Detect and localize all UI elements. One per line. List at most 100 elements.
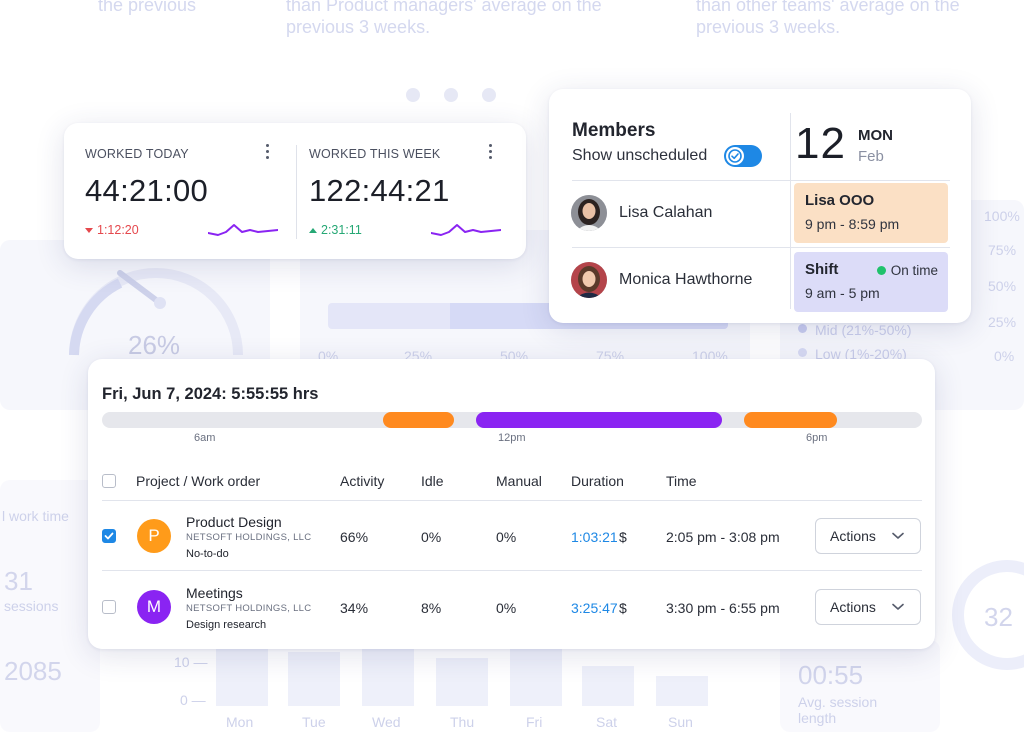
status-badge: On time — [876, 263, 938, 278]
duration-link[interactable]: 1:03:21 — [571, 529, 618, 545]
manual-cell: 0% — [496, 600, 517, 616]
worked-week-panel: WORKED THIS WEEK 122:44:21 2:31:11 — [297, 123, 526, 259]
show-unscheduled-toggle[interactable] — [724, 145, 762, 167]
bg-session-value: 00:55 — [798, 660, 864, 690]
select-all-checkbox[interactable] — [102, 474, 116, 488]
billable-icon: $ — [619, 600, 627, 616]
bg-panel — [0, 480, 100, 732]
bg-tick: 100% — [984, 208, 1020, 224]
bg-legend: Mid (21%-50%) — [815, 322, 912, 338]
column-header-idle[interactable]: Idle — [421, 473, 444, 489]
more-options-icon[interactable] — [262, 144, 272, 162]
chevron-down-icon — [892, 532, 904, 539]
members-title: Members — [572, 120, 656, 141]
worked-time-card: WORKED TODAY 44:21:00 1:12:20 WORKED THI… — [64, 123, 526, 259]
bg-panel — [780, 640, 940, 732]
timeline-segment[interactable] — [476, 412, 722, 428]
check-icon — [726, 147, 744, 165]
schedule-time: 9 am - 5 pm — [805, 285, 880, 301]
duration-link[interactable]: 3:25:47 — [571, 600, 618, 616]
bg-gauge — [69, 268, 243, 356]
column-header-duration[interactable]: Duration — [571, 473, 624, 489]
column-header-time[interactable]: Time — [666, 473, 697, 489]
column-header-manual[interactable]: Manual — [496, 473, 542, 489]
column-header-activity[interactable]: Activity — [340, 473, 385, 489]
bg-carousel-dots — [406, 88, 496, 102]
worked-week-delta-value: 2:31:11 — [321, 223, 362, 237]
idle-cell: 8% — [421, 600, 442, 616]
row-divider — [572, 180, 950, 181]
worked-week-sparkline — [431, 224, 501, 236]
schedule-title: Lisa OOO — [805, 192, 875, 209]
project-client: NETSOFT HOLDINGS, LLC — [186, 603, 312, 614]
member-row[interactable]: Monica Hawthorne — [571, 262, 752, 298]
timeline-segment[interactable] — [383, 412, 454, 428]
worked-today-sparkline — [208, 224, 278, 236]
timeline-tick: 6am — [194, 432, 216, 444]
schedule-time: 9 pm - 8:59 pm — [805, 216, 900, 232]
row-checkbox[interactable] — [102, 600, 116, 614]
timesheet-title: Fri, Jun 7, 2024: 5:55:55 hrs — [102, 385, 319, 403]
bg-legend-dot — [798, 348, 807, 357]
actions-dropdown[interactable]: Actions — [815, 589, 921, 625]
time-range-cell: 2:05 pm - 3:08 pm — [666, 529, 780, 545]
worked-week-label: WORKED THIS WEEK — [309, 147, 441, 161]
worked-today-delta-value: 1:12:20 — [97, 223, 139, 237]
manual-cell: 0% — [496, 529, 517, 545]
date-month: Feb — [858, 148, 884, 165]
members-schedule-card: Members Show unscheduled 12 MON Feb Lisa… — [549, 89, 971, 323]
timeline-segment[interactable] — [744, 412, 837, 428]
row-divider — [102, 570, 922, 571]
bg-tick: 50% — [988, 278, 1017, 294]
bg-ring-chart — [952, 560, 1024, 670]
schedule-block-shift[interactable]: Shift On time 9 am - 5 pm — [794, 252, 948, 312]
project-todo: No-to-do — [186, 548, 229, 560]
project-name: Meetings — [186, 585, 243, 601]
idle-cell: 0% — [421, 529, 442, 545]
card-divider — [296, 145, 297, 239]
bg-text: 2085 — [4, 656, 62, 686]
member-name: Lisa Calahan — [619, 204, 713, 221]
worked-today-panel: WORKED TODAY 44:21:00 1:12:20 — [64, 123, 296, 259]
checkmark-icon — [104, 532, 114, 540]
schedule-title: Shift — [805, 261, 839, 278]
bg-day: Thu — [450, 714, 475, 730]
bg-tick: 75% — [988, 242, 1017, 258]
activity-cell: 34% — [340, 600, 369, 616]
bg-day: Sat — [596, 714, 618, 730]
worked-today-delta: 1:12:20 — [85, 223, 139, 237]
timesheet-card: Fri, Jun 7, 2024: 5:55:55 hrs 6am 12pm 6… — [88, 359, 935, 649]
bg-tick: 25% — [988, 314, 1017, 330]
bg-day: Mon — [226, 714, 254, 730]
status-dot-icon — [876, 266, 886, 275]
project-name: Product Design — [186, 514, 282, 530]
more-options-icon[interactable] — [485, 144, 495, 162]
bg-text: 31 — [4, 566, 33, 596]
actions-dropdown[interactable]: Actions — [815, 518, 921, 554]
bg-text: than Product managers' average on the pr… — [286, 0, 602, 37]
trend-down-icon — [85, 227, 93, 233]
schedule-block-ooo[interactable]: Lisa OOO 9 pm - 8:59 pm — [794, 183, 948, 243]
bg-text: than other teams' average on the previou… — [696, 0, 960, 37]
status-text: On time — [890, 263, 938, 278]
project-avatar: P — [137, 519, 171, 553]
timeline-tick: 6pm — [806, 432, 828, 444]
row-divider — [572, 247, 950, 248]
project-client: NETSOFT HOLDINGS, LLC — [186, 532, 312, 543]
bg-gauge-value: 26% — [128, 330, 181, 360]
bg-text: sessions — [4, 598, 59, 614]
date-day-number: 12 — [795, 119, 846, 168]
date-weekday: MON — [858, 127, 893, 144]
project-avatar: M — [137, 590, 171, 624]
billable-icon: $ — [619, 529, 627, 545]
member-row[interactable]: Lisa Calahan — [571, 195, 712, 231]
timeline-tick: 12pm — [498, 432, 526, 444]
row-checkbox[interactable] — [102, 529, 116, 543]
activity-cell: 66% — [340, 529, 369, 545]
column-header-project[interactable]: Project / Work order — [136, 473, 261, 489]
actions-label: Actions — [830, 599, 876, 615]
chevron-down-icon — [892, 603, 904, 610]
bg-day: Sun — [668, 714, 693, 730]
bg-axis: 10 — — [174, 654, 208, 670]
show-unscheduled-label: Show unscheduled — [572, 147, 708, 164]
